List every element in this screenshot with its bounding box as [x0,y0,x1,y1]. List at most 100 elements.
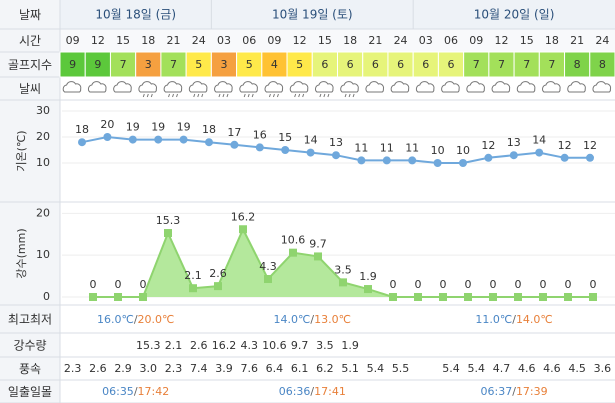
point [139,293,147,301]
point [78,138,86,147]
separator: / [134,313,138,326]
time-label: 18 [141,34,155,47]
point [306,148,315,157]
value-label: 3.5 [334,263,352,276]
sunset: 17:41 [314,385,346,398]
weather-icon [567,81,586,93]
value-label: 10 [456,144,470,157]
golf-value: 8 [599,58,606,71]
value-label: 18 [202,123,216,136]
rain-value: 10.6 [262,339,287,352]
golf-cell [135,51,162,78]
golf-value: 7 [120,58,127,71]
point [154,135,163,144]
golf-value: 3 [145,58,152,71]
sunset: 17:42 [138,385,170,398]
point [230,140,239,149]
golf-cell [488,51,515,78]
cloud [87,81,107,93]
point [433,159,442,167]
value-label: 4.3 [259,260,277,273]
value-label: 17 [227,126,241,139]
y-tick-label: 20 [36,206,50,219]
golf-value: 7 [473,58,480,71]
time-label: 21 [167,34,181,47]
rain-drops [142,93,153,98]
value-label: 15.3 [156,214,181,227]
pair-text: 06:37/17:39 [481,385,548,398]
date-label: 10월 20일 (일) [474,8,555,22]
golf-value: 7 [548,58,555,71]
value-label: 15 [278,131,292,144]
weather-icon [542,81,561,93]
weather-icon [214,81,233,98]
cloud [542,81,561,93]
max-temp: 20.0℃ [138,313,175,326]
sunset: 17:39 [516,385,548,398]
separator: / [310,313,314,326]
rain-drops [294,93,305,98]
point [459,159,467,167]
cloud [214,81,233,93]
rain-drops [218,93,229,98]
cloud [567,81,586,93]
weather-icon [239,81,258,98]
point [281,146,290,154]
rain-value: 4.3 [240,339,258,352]
time-label: 24 [595,34,609,47]
cloud [592,81,612,93]
row-label: 풍속 [19,362,41,376]
golf-value: 5 [195,58,202,71]
time-label: 15 [520,34,534,47]
value-label: 0 [90,278,97,291]
time-label: 09 [469,34,483,47]
min-temp: 14.0℃ [274,313,311,326]
golf-value: 5 [246,58,253,71]
golf-cell [362,51,389,78]
value-label: 0 [115,278,122,291]
wind-value: 7.6 [240,362,258,375]
cloud [491,81,511,93]
point [484,153,493,162]
golf-cell [337,51,364,78]
weather-icon [138,81,157,98]
time-label: 12 [494,34,508,47]
weather-icon [264,81,284,98]
weather-icon [466,81,485,93]
weather-icon [340,81,359,98]
value-label: 12 [481,139,495,152]
value-label: 0 [415,278,422,291]
row-label: 날씨 [19,82,41,96]
wind-value: 2.6 [89,362,107,375]
time-label: 06 [242,34,256,47]
row-label: 강수량 [13,339,46,353]
point [239,225,247,234]
point [255,143,264,152]
golf-value: 7 [170,58,177,71]
wind-value: 2.3 [64,362,82,375]
golf-value: 8 [574,58,581,71]
y-tick-label: 30 [36,104,50,117]
point [339,278,347,287]
wind-value: 2.9 [114,362,132,375]
point [103,133,112,141]
golf-cell [261,51,288,78]
time-label: 15 [116,34,130,47]
value-label: 9.7 [309,237,327,250]
rain-drops [344,93,355,98]
golf-cell [109,51,137,78]
pair-text: 06:36/17:41 [279,385,346,398]
point [586,153,594,162]
value-label: 20 [100,118,114,131]
time-label: 24 [394,34,408,47]
golf-cell [538,51,566,78]
wind-value: 4.7 [493,362,511,375]
weather-icon [315,81,334,98]
value-label: 0 [590,278,597,291]
golf-cell [210,51,238,78]
date-label: 10월 18일 (금) [95,8,176,22]
cloud [289,81,309,93]
value-label: 0 [515,278,522,291]
value-label: 1.9 [359,270,377,283]
cloud [163,81,183,93]
